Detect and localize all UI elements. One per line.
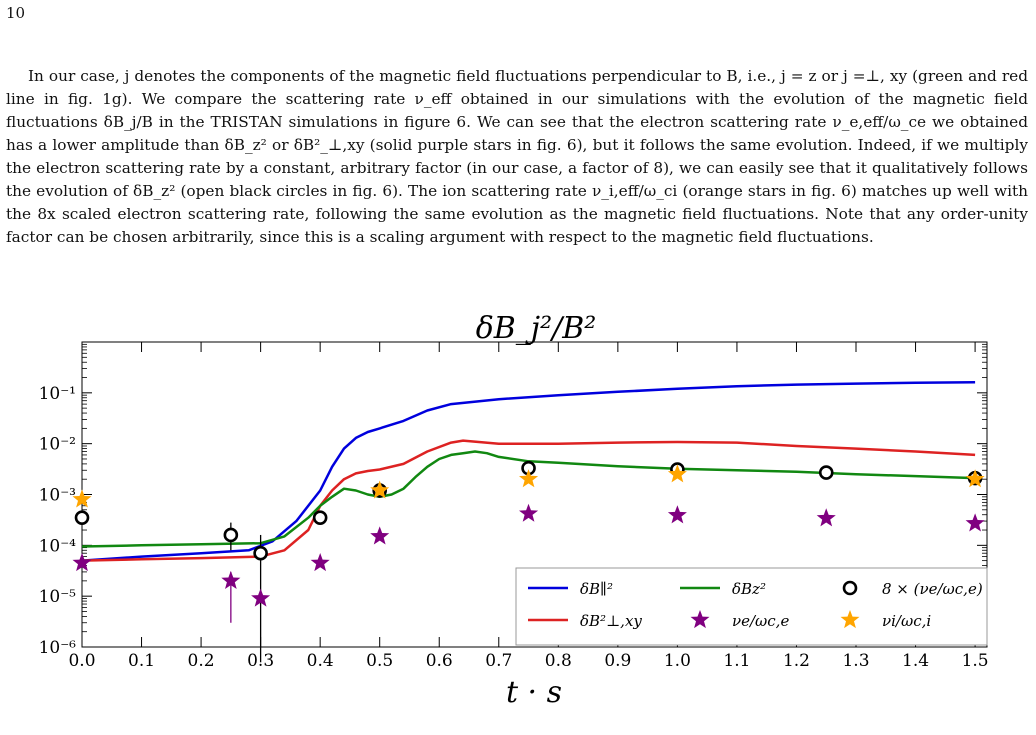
x-tick-label: 1.2 [783, 651, 810, 671]
star-marker [310, 553, 330, 572]
y-tick-label: 10⁻² [39, 435, 76, 455]
x-tick-label: 0.7 [485, 651, 512, 671]
legend-label: νe/ωc,e [732, 612, 789, 630]
star-marker [251, 588, 271, 607]
legend-box [515, 567, 988, 646]
star-marker [667, 464, 687, 483]
star-marker [667, 505, 687, 524]
legend-label: δB∥² [580, 580, 613, 598]
legend: δB∥² δB²⊥,xy δBz² νe/ωc,e 8 × (νe/ωc,e) νi/ωc… [515, 567, 988, 646]
x-tick-label: 0.0 [68, 651, 95, 671]
circle-marker [253, 545, 268, 561]
page-number: 10 [6, 4, 26, 22]
legend-star [690, 610, 710, 629]
body-paragraph: In our case, j denotes the components of… [6, 67, 1028, 247]
circle-marker [818, 465, 834, 480]
star-marker [816, 508, 836, 527]
legend-label: 8 × (νe/ωc,e) [882, 580, 983, 598]
star-marker [965, 513, 985, 532]
y-tick-label: 10⁻⁶ [39, 638, 77, 658]
x-tick-label: 1.0 [664, 651, 691, 671]
star-marker [519, 503, 539, 522]
x-tick-label: 0.5 [366, 651, 393, 671]
x-tick-label: 0.2 [188, 651, 215, 671]
star-marker [519, 469, 539, 488]
legend-label: νi/ωc,i [882, 612, 931, 630]
chart-title: δB_j²/B² [476, 311, 597, 346]
x-tick-label: 0.1 [128, 651, 155, 671]
x-tick-label: 1.1 [723, 651, 750, 671]
x-tick-label: 1.5 [962, 651, 989, 671]
series-line-0 [81, 380, 976, 562]
x-tick-label: 0.4 [307, 651, 334, 671]
x-tick-label: 0.6 [426, 651, 453, 671]
circle-marker [74, 510, 90, 525]
series-line-1 [81, 439, 976, 562]
chart-svg: δB_j²/B² 0.0 0.1 0.2 0.3 0.4 0.5 0.6 0.7 0.8 0.9 1… [39, 311, 989, 710]
y-tick-label: 10⁻¹ [39, 384, 76, 404]
legend-label: δBz² [732, 580, 766, 598]
star-marker [370, 526, 390, 545]
y-tick-label: 10⁻⁵ [39, 587, 77, 607]
x-tick-label: 0.8 [545, 651, 572, 671]
circle-marker [312, 510, 328, 525]
legend-circle [842, 580, 858, 596]
x-tick-label: 1.4 [902, 651, 929, 671]
y-tick-label: 10⁻³ [39, 486, 76, 506]
star-marker [72, 489, 92, 508]
legend-label: δB²⊥,xy [580, 612, 642, 630]
x-tick-label: 1.3 [842, 651, 869, 671]
circle-marker [223, 527, 239, 543]
star-marker [370, 480, 390, 499]
star-marker [72, 553, 92, 572]
y-tick-label: 10⁻⁴ [39, 536, 77, 556]
x-axis-label: t · s [506, 675, 562, 710]
star-marker [965, 469, 985, 488]
star-marker [221, 570, 241, 589]
legend-star [840, 610, 860, 629]
figure-6: δB_j²/B² 0.0 0.1 0.2 0.3 0.4 0.5 0.6 0.7 0.8 0.9 1… [0, 300, 1036, 731]
x-tick-label: 0.9 [604, 651, 631, 671]
